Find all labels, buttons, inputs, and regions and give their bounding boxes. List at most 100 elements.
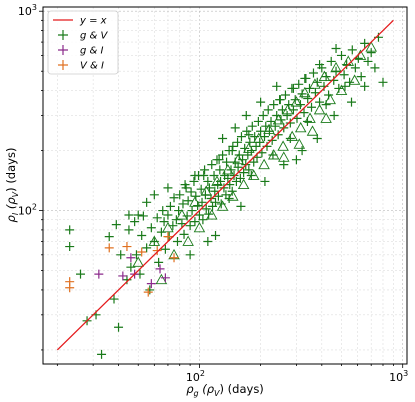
data-point-plus [203,176,213,186]
data-point-plus [97,349,107,359]
data-point-plus [138,211,148,221]
data-point-plus [65,283,75,293]
data-point-triangle [258,158,270,170]
data-point-plus [299,108,309,118]
data-point-plus [269,100,279,110]
data-point-plus [199,170,209,180]
data-point-plus [198,215,208,225]
data-point-plus [347,45,357,55]
data-point-plus [315,60,325,70]
data-point-plus [261,121,271,131]
data-point-triangle [189,196,201,207]
data-point-plus [155,264,165,274]
data-point-plus [159,217,169,227]
data-point-triangle [267,149,280,160]
data-point-plus [163,232,173,242]
data-point-plus [216,176,226,186]
data-point-plus [227,186,237,196]
data-point-plus [137,247,147,257]
data-point-plus [104,232,114,242]
data-point-triangle [247,169,260,180]
data-point-plus [218,150,228,160]
data-point-plus [163,183,173,193]
data-point-triangle [335,84,348,96]
data-point-plus [163,210,173,220]
data-point-triangle [211,175,223,186]
data-point-plus [131,250,141,260]
data-point-plus [130,217,140,227]
data-point-plus [211,197,221,207]
data-point-plus [145,285,155,295]
data-point-triangle [243,142,255,153]
x-label-sub1: g [194,389,199,398]
data-point-triangle [193,221,206,233]
data-point-plus [171,215,181,225]
data-point-triangle [313,103,326,115]
data-point-plus [190,217,200,227]
data-point-triangle [299,86,311,98]
data-point-triangle [348,74,361,85]
data-point-plus [256,97,266,107]
data-point-triangle [162,221,174,233]
data-point-triangle [200,185,212,196]
data-point-plus [250,132,260,142]
data-point-triangle [330,61,342,73]
plot-frame [42,6,408,365]
data-point-plus [160,244,170,254]
data-point-plus [116,250,126,260]
data-point-plus [347,97,357,107]
data-point-triangle [182,235,194,246]
data-point-plus [300,73,310,83]
data-point-plus [180,180,190,190]
data-point-triangle [232,153,244,165]
data-point-triangle [132,256,144,267]
data-point-plus [152,246,162,256]
data-point-plus [236,201,246,211]
data-point-plus [204,183,214,193]
legend-label: g & I [80,46,104,57]
data-point-triangle [148,235,161,246]
data-point-plus [65,242,75,252]
data-point-plus [183,196,193,206]
data-point-plus [158,206,168,216]
data-point-plus [200,165,210,175]
data-point-plus [197,197,207,207]
data-point-plus [356,72,366,82]
data-point-plus [65,225,75,235]
data-point-plus [178,199,188,209]
legend-swatch-plus [58,45,68,55]
data-point-plus [263,105,273,115]
data-point-plus [146,223,156,233]
data-point-plus [236,132,246,142]
data-point-plus [118,271,128,281]
data-point-plus [228,141,238,151]
x-tick-label: 103 [389,369,408,384]
data-point-plus [203,236,213,246]
data-point-plus [294,79,304,89]
data-point-plus [94,269,104,279]
legend-label: g & V [80,31,109,42]
data-point-plus [337,50,347,60]
legend-swatch-plus [58,30,68,40]
data-point-plus [209,170,219,180]
data-point-plus [160,273,170,283]
data-point-plus [154,257,164,267]
data-point-triangle [216,200,229,211]
y-label-pre: ρ [4,214,18,222]
data-point-plus [270,121,280,131]
data-point-plus [219,183,229,193]
data-point-triangle [293,138,306,149]
data-point-triangle [365,41,377,52]
data-point-triangle [294,121,307,133]
data-point-plus [210,186,220,196]
data-point-plus [235,173,245,183]
data-point-plus [179,229,189,239]
legend-label: y = x [79,16,107,27]
data-point-plus [201,204,211,214]
legend-box [47,10,119,75]
data-point-plus [222,157,232,167]
data-point-plus [169,193,179,203]
data-point-plus [308,68,318,78]
data-point-plus [175,190,185,200]
x-tick-labels: 102 103 [186,369,408,384]
